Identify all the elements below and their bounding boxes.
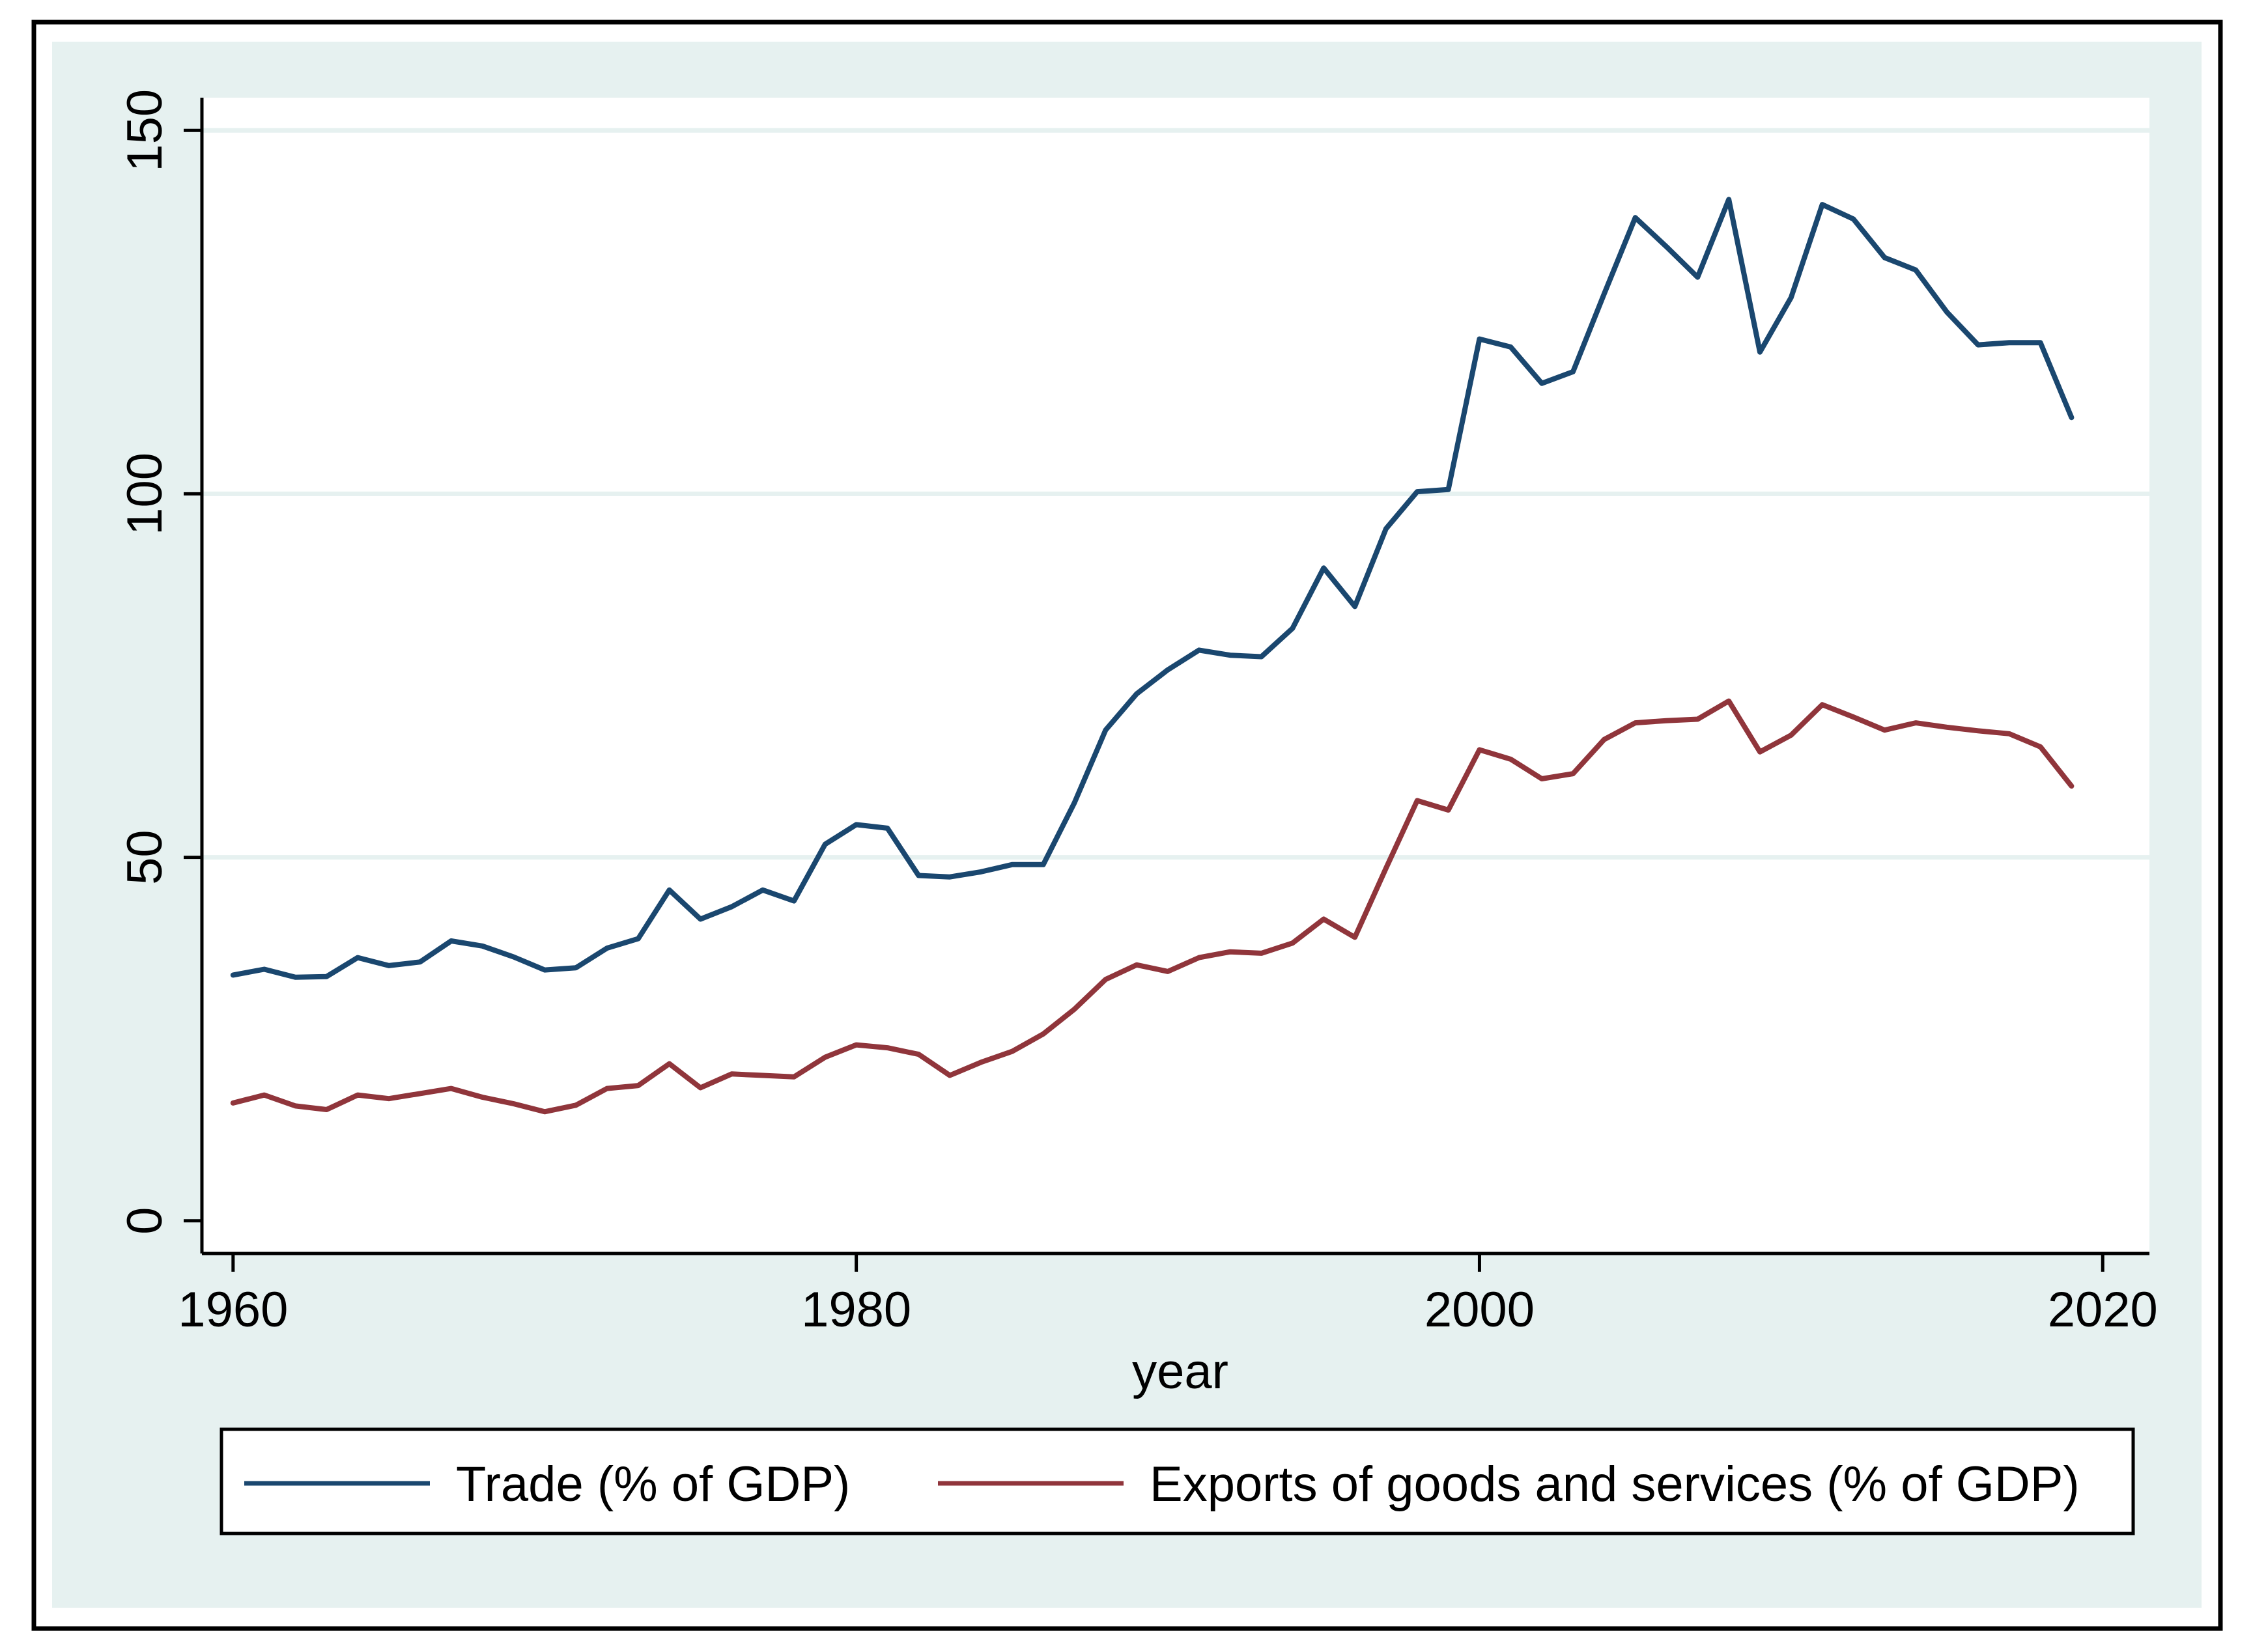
legend: Trade (% of GDP) Exports of goods and se… — [220, 1427, 2135, 1535]
legend-box — [220, 1427, 2135, 1535]
series-line-trade — [230, 197, 2075, 980]
series-line-exports — [230, 698, 2075, 1115]
y-tick-label: 0 — [117, 1207, 173, 1235]
x-tick-label: 2000 — [1424, 1282, 1535, 1337]
y-tick-label: 150 — [117, 89, 173, 172]
gridlines — [202, 128, 2149, 860]
ticks: 0 50 100 150 1960 1980 2000 2020 — [117, 89, 2158, 1337]
x-tick-label: 1980 — [801, 1282, 911, 1337]
y-tick-label: 100 — [117, 453, 173, 535]
legend-label-exports: Exports of goods and services (% of GDP) — [1150, 1457, 2080, 1512]
x-tick-label: 1960 — [178, 1282, 288, 1337]
plot-area — [202, 98, 2149, 1253]
x-axis-title: year — [1132, 1344, 1228, 1399]
y-tick-label: 50 — [117, 830, 173, 885]
x-tick-label: 2020 — [2048, 1282, 2158, 1337]
legend-label-trade: Trade (% of GDP) — [456, 1457, 850, 1512]
series-lines — [230, 197, 2075, 1115]
